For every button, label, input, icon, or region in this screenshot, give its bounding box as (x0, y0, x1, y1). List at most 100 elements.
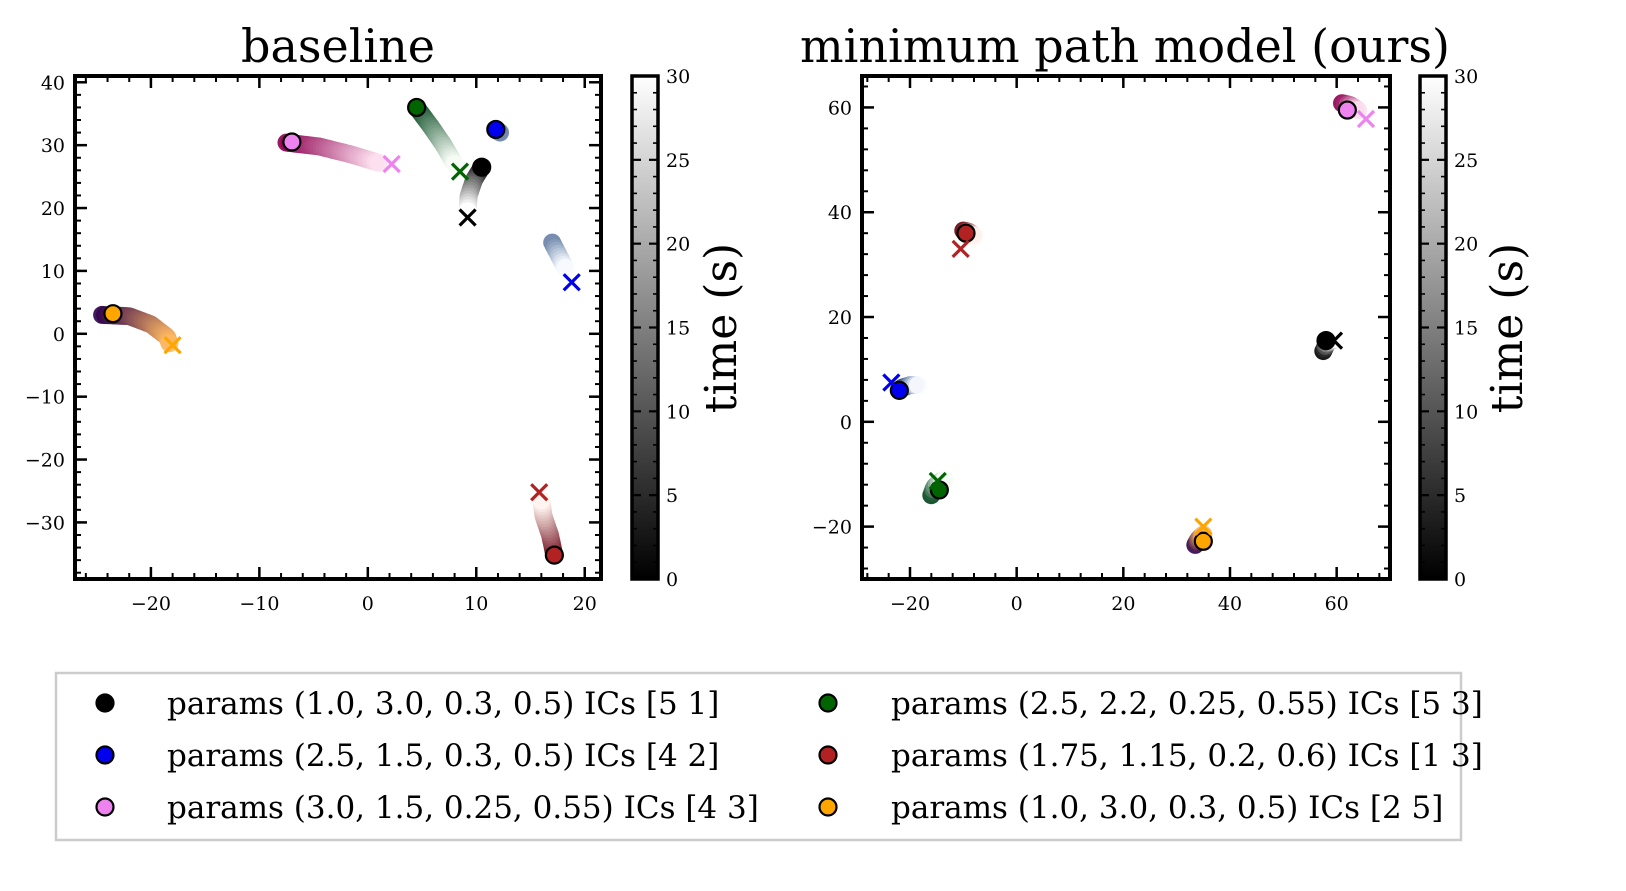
end-marker-stroke (458, 208, 477, 227)
colorbar-tick-label: 25 (666, 150, 690, 172)
x-tick-label: 20 (573, 593, 597, 615)
end-marker-stroke (951, 239, 970, 259)
legend-frame (54, 671, 1463, 842)
panel-title: minimum path model (ours) (800, 19, 1450, 73)
start-marker (472, 157, 492, 177)
plot-frame (860, 74, 1392, 581)
end-marker (530, 483, 549, 502)
y-tick-label: −10 (25, 387, 65, 409)
legend-label: params (1.0, 3.0, 0.3, 0.5) ICs [5 1] (167, 686, 719, 722)
x-tick-label: 10 (464, 593, 488, 615)
trail-point (909, 376, 927, 395)
end-marker-stroke (1324, 331, 1344, 350)
legend-marker (818, 797, 838, 817)
panel-1-markers (882, 100, 1376, 551)
colorbar-tick-label: 30 (1454, 66, 1478, 88)
colorbar (630, 74, 660, 581)
start-marker (956, 223, 976, 243)
trail-point (369, 153, 388, 172)
plot-frame (73, 74, 603, 581)
y-tick-label: 10 (41, 261, 65, 283)
x-tick-label: 20 (1111, 593, 1135, 615)
start-marker (1337, 100, 1357, 120)
y-tick-label: 30 (41, 135, 65, 157)
end-marker (1356, 109, 1376, 129)
y-tick-label: 40 (41, 72, 65, 94)
start-marker (544, 545, 564, 565)
start-marker (103, 304, 123, 324)
end-marker (562, 273, 581, 292)
panel-0-markers (103, 97, 581, 565)
end-marker (1324, 331, 1344, 350)
end-marker (882, 373, 901, 392)
y-tick-label: 0 (840, 412, 852, 434)
start-marker (486, 119, 506, 140)
colorbar-label: time (s) (1482, 243, 1533, 413)
x-tick-label: 0 (1011, 593, 1023, 615)
x-tick-label: −20 (890, 593, 930, 615)
colorbar-tick-label: 5 (666, 485, 678, 507)
y-tick-label: 0 (53, 324, 65, 346)
end-marker (382, 154, 401, 174)
start-marker (407, 97, 427, 118)
y-tick-label: 40 (828, 202, 852, 224)
trail-point (458, 202, 477, 221)
legend-label: params (3.0, 1.5, 0.25, 0.55) ICs [4 3] (167, 790, 759, 826)
legend-marker (95, 797, 115, 817)
colorbar-tick-label: 10 (1454, 401, 1478, 423)
x-tick-label: −10 (239, 593, 279, 615)
colorbar-tick-label: 0 (666, 569, 678, 591)
y-tick-label: −20 (812, 517, 852, 539)
legend-label: params (2.5, 2.2, 0.25, 0.55) ICs [5 3] (891, 686, 1483, 722)
legend: params (1.0, 3.0, 0.3, 0.5) ICs [5 1] par… (54, 671, 1483, 842)
y-tick-label: 20 (828, 307, 852, 329)
end-marker-stroke (163, 335, 182, 355)
colorbar (1418, 74, 1448, 581)
start-marker (282, 132, 302, 152)
legend-marker (818, 745, 838, 765)
x-tick-label: 60 (1325, 593, 1349, 615)
panel-1-axes (860, 74, 1392, 581)
colorbar-tick-label: 25 (1454, 150, 1478, 172)
legend-marker (95, 745, 115, 765)
end-marker (951, 239, 970, 259)
end-marker-stroke (928, 471, 947, 491)
colorbar-tick-label: 0 (1454, 569, 1466, 591)
y-tick-label: −30 (25, 512, 65, 534)
y-tick-label: −20 (25, 450, 65, 472)
legend-label: params (1.0, 3.0, 0.3, 0.5) ICs [2 5] (891, 790, 1443, 826)
axes-layer (73, 74, 1448, 581)
end-marker-stroke (1194, 517, 1213, 536)
x-tick-label: −20 (131, 593, 171, 615)
colorbar-tick-label: 15 (666, 318, 690, 340)
colorbar-tick-label: 15 (1454, 318, 1478, 340)
colorbar-tick-label: 10 (666, 401, 690, 423)
end-marker-stroke (382, 154, 401, 174)
end-marker-stroke (450, 162, 470, 181)
panel-title: baseline (241, 19, 435, 73)
panel-0-axes (73, 74, 603, 581)
y-tick-label: 20 (41, 198, 65, 220)
legend-label: params (1.75, 1.15, 0.2, 0.6) ICs [1 3] (891, 738, 1483, 774)
end-marker (928, 471, 947, 491)
end-marker (163, 335, 182, 355)
text-layer: −20 −10 0 10 20 −30 −20 −10 0 10 20 30 40 baseline 0 5 1… (25, 19, 1533, 615)
end-marker-stroke (530, 483, 549, 502)
end-marker (450, 162, 470, 181)
colorbar-tick-label: 30 (666, 66, 690, 88)
end-marker (458, 208, 477, 227)
end-marker-stroke (1356, 109, 1376, 129)
panel-1-trails (893, 94, 1367, 554)
colorbar-tick-label: 20 (1454, 234, 1478, 256)
start-marker (1193, 531, 1213, 551)
end-marker-stroke (882, 373, 901, 392)
x-tick-label: 40 (1218, 593, 1242, 615)
end-marker (1194, 517, 1213, 536)
x-tick-label: 0 (362, 593, 374, 615)
y-tick-label: 60 (828, 97, 852, 119)
panel-0-trails (93, 98, 575, 565)
trails-layer (93, 94, 1376, 565)
legend-marker (818, 693, 838, 713)
colorbar-tick-label: 20 (666, 234, 690, 256)
